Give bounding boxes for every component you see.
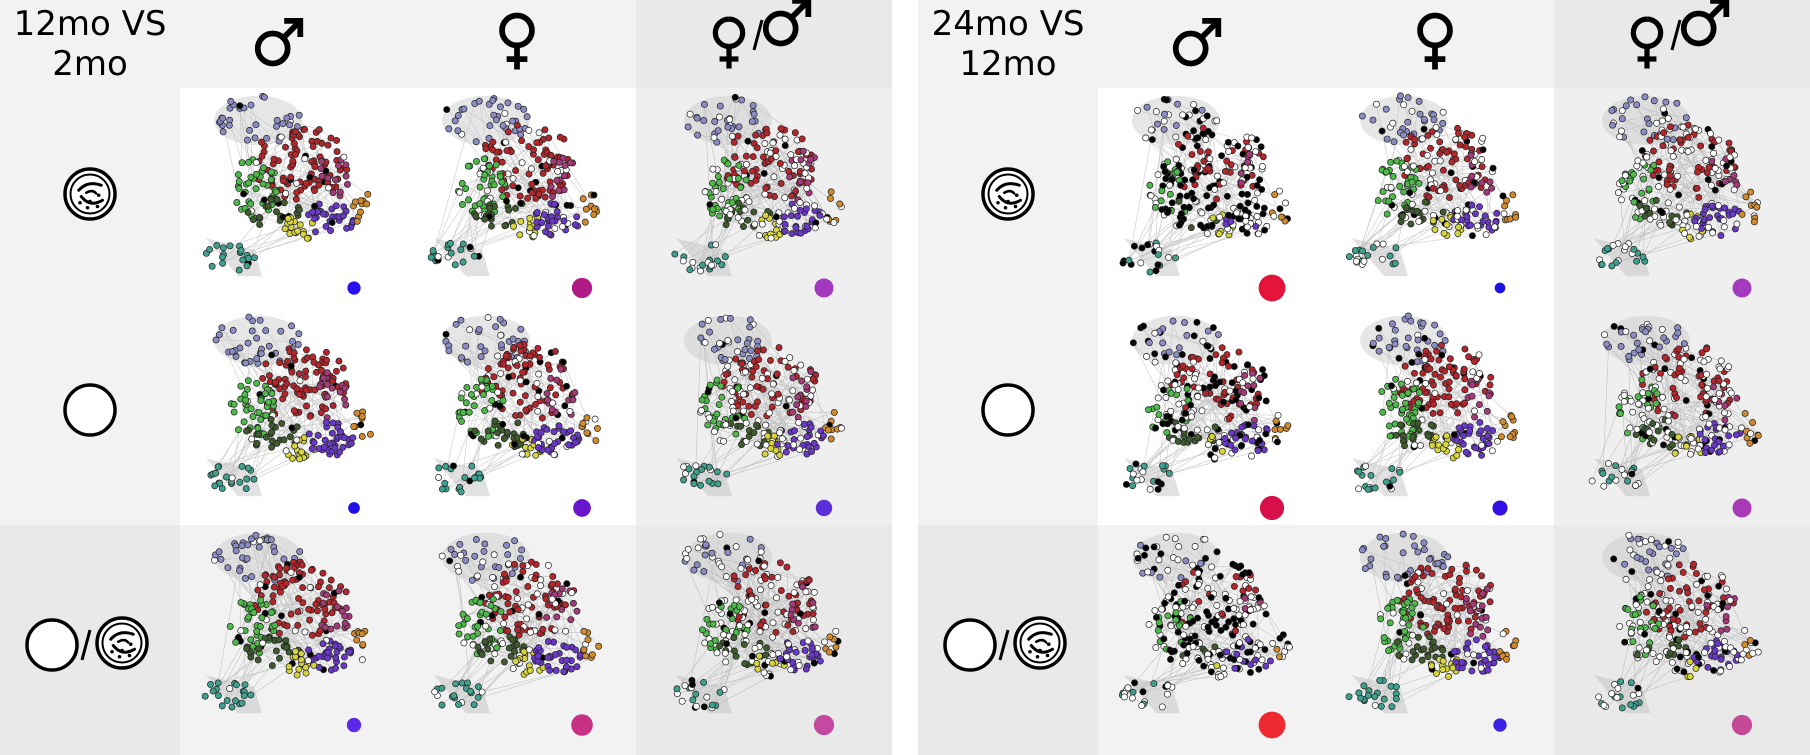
network-holder [1578,310,1778,500]
significance-dot [814,278,834,298]
panel-title-line1: 12mo VS [13,4,167,44]
female-icon [1417,12,1453,70]
network-graph [1352,312,1519,497]
header-cell [918,0,1098,88]
row-label-icons [25,167,149,672]
network-holder [1108,310,1308,500]
circle-icon [943,618,997,672]
significance-dot [815,499,833,517]
significance-dot [1258,274,1286,302]
significance-dot [1494,282,1506,294]
significance-dot [1732,498,1752,518]
network-graph [673,530,842,714]
male-icon [254,18,304,67]
microbe-dish-icon [95,616,149,670]
network-holder [190,90,390,280]
header-cell [1098,0,1326,88]
male-icon [1680,0,1730,47]
significance-dot [1258,711,1286,739]
network-graph [1119,95,1291,277]
network-graph [1594,531,1762,714]
microbe-dish-icon [63,167,117,221]
network-holder [418,310,618,500]
significance-dot [571,277,593,299]
significance-dot [813,714,835,736]
significance-dot [347,281,361,295]
slash-icon [752,19,764,51]
significance-dot [348,502,360,514]
network-holder [190,527,390,717]
significance-dot [1493,718,1507,732]
significance-dot [1731,714,1753,736]
slash-icon [80,629,92,661]
female-icon [712,16,746,69]
significance-dot [573,499,591,517]
circle-icon [981,383,1035,437]
network-graph [434,313,601,497]
network-graph [1588,315,1762,497]
network-holder [1578,527,1778,717]
network-holder [1108,90,1308,280]
network-holder [660,310,860,500]
panel-title: 12mo VS 2mo [0,2,180,86]
slash-icon [1670,19,1682,51]
network-holder [660,527,860,717]
network-holder [1108,527,1308,717]
network-graph [1118,532,1293,714]
network-graph [206,313,374,497]
panel-title-line2: 2mo [52,44,128,84]
panel-title-line2: 12mo [959,44,1057,84]
network-graph [676,314,846,497]
network-graph [427,95,600,277]
comparison-panel: 24mo VS 12mo [918,0,1810,755]
female-icon [1630,16,1664,69]
network-holder [660,90,860,280]
row-label-icons [943,167,1067,672]
column-header-icons [254,0,812,70]
comparison-panel: 12mo VS 2mo [0,0,892,755]
column-header-icons [1172,0,1730,70]
male-icon [1172,18,1222,67]
network-holder [190,310,390,500]
header-cell [636,0,892,88]
network-graph [671,93,845,277]
network-graph [1345,92,1520,277]
network-holder [1336,527,1536,717]
network-holder [1578,90,1778,280]
header-cell [1554,0,1810,88]
network-graph [431,532,603,714]
network-graph [1594,93,1761,277]
circle-icon [25,618,79,672]
panel-title-line1: 24mo VS [931,4,1085,44]
significance-dot [346,717,362,733]
significance-dot [1259,495,1285,521]
panel-title: 24mo VS 12mo [918,2,1098,86]
network-graph [202,92,372,277]
significance-dot [1732,278,1752,298]
microbe-dish-icon [981,167,1035,221]
microbe-dish-icon [1013,616,1067,670]
network-holder [418,90,618,280]
circle-icon [63,383,117,437]
network-graph [1345,530,1520,714]
header-cell [180,0,408,88]
significance-dot [571,714,593,736]
network-graph [1122,315,1292,497]
slash-icon [998,629,1010,661]
male-icon [762,0,812,47]
network-holder [1336,310,1536,500]
significance-dot [1492,500,1508,516]
network-graph [201,531,369,714]
network-holder [418,527,618,717]
header-cell [0,0,180,88]
network-holder [1336,90,1536,280]
female-icon [499,12,535,70]
